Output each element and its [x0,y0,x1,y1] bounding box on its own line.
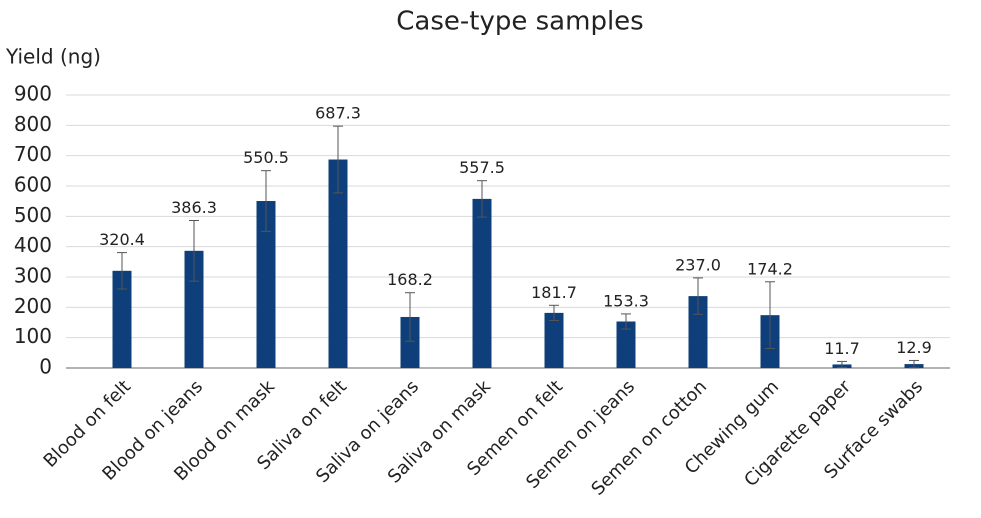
y-tick-label: 100 [14,324,52,348]
y-tick-label: 500 [14,203,52,227]
y-axis-label: Yield (ng) [5,45,101,69]
y-tick-label: 400 [14,233,52,257]
chart-title: Case-type samples [396,7,643,37]
y-tick-label: 300 [14,264,52,288]
value-label: 168.2 [387,270,433,289]
y-tick-label: 700 [14,142,52,166]
y-tick-label: 0 [39,355,52,379]
y-tick-label: 600 [14,173,52,197]
value-label: 11.7 [824,339,860,358]
value-label: 386.3 [171,198,217,217]
bar [256,201,276,368]
y-tick-label: 900 [14,82,52,106]
bar [616,321,636,368]
bar [112,270,132,368]
y-tick-label: 200 [14,294,52,318]
bar [472,198,492,368]
y-tick-label: 800 [14,112,52,136]
bar [544,312,564,368]
value-label: 687.3 [315,104,361,123]
value-label: 320.4 [99,230,145,249]
value-label: 153.3 [603,291,649,310]
value-label: 237.0 [675,255,721,274]
value-label: 557.5 [459,158,505,177]
bar [184,250,204,368]
bar [400,316,420,368]
value-label: 174.2 [747,259,793,278]
value-label: 12.9 [896,338,932,357]
value-label: 181.7 [531,283,577,302]
bar [328,159,348,368]
value-label: 550.5 [243,148,289,167]
